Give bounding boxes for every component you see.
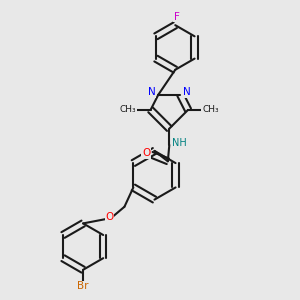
Text: O: O: [105, 212, 114, 223]
Text: CH₃: CH₃: [120, 105, 136, 114]
Text: O: O: [142, 148, 150, 158]
Text: Br: Br: [77, 281, 89, 291]
Text: F: F: [174, 12, 180, 22]
Text: N: N: [148, 87, 156, 97]
Text: CH₃: CH₃: [202, 105, 219, 114]
Text: N: N: [183, 87, 191, 97]
Text: NH: NH: [172, 138, 187, 148]
